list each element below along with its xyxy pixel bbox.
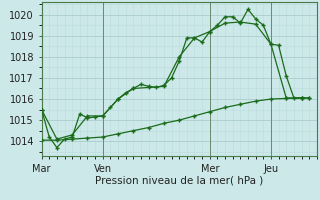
X-axis label: Pression niveau de la mer( hPa ): Pression niveau de la mer( hPa )	[95, 175, 263, 185]
